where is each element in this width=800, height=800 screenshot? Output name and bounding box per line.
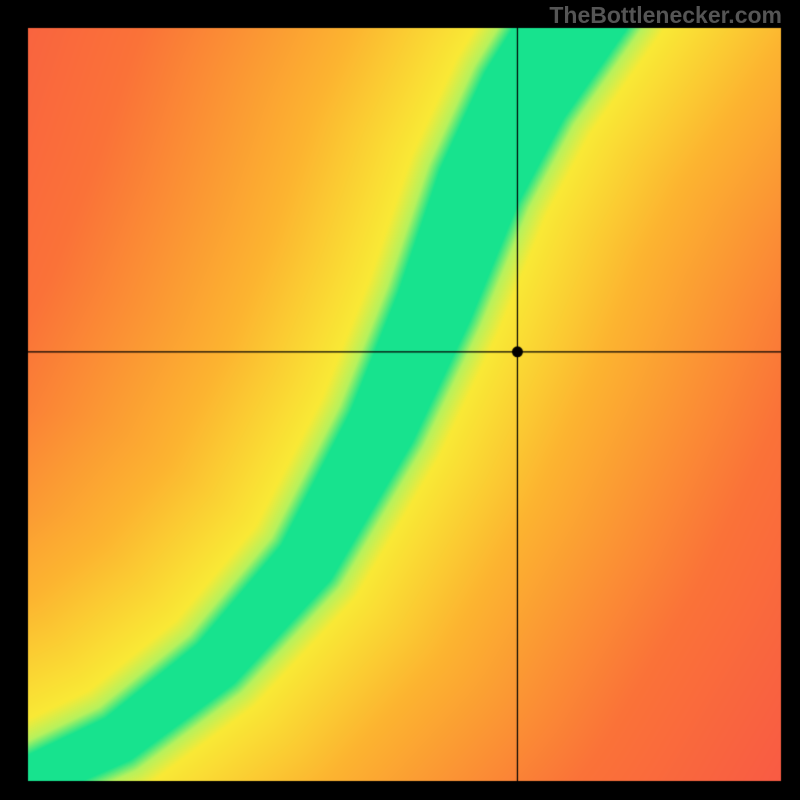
watermark-text: TheBottlenecker.com (549, 2, 782, 29)
heatmap-canvas (0, 0, 800, 800)
chart-container: TheBottlenecker.com (0, 0, 800, 800)
